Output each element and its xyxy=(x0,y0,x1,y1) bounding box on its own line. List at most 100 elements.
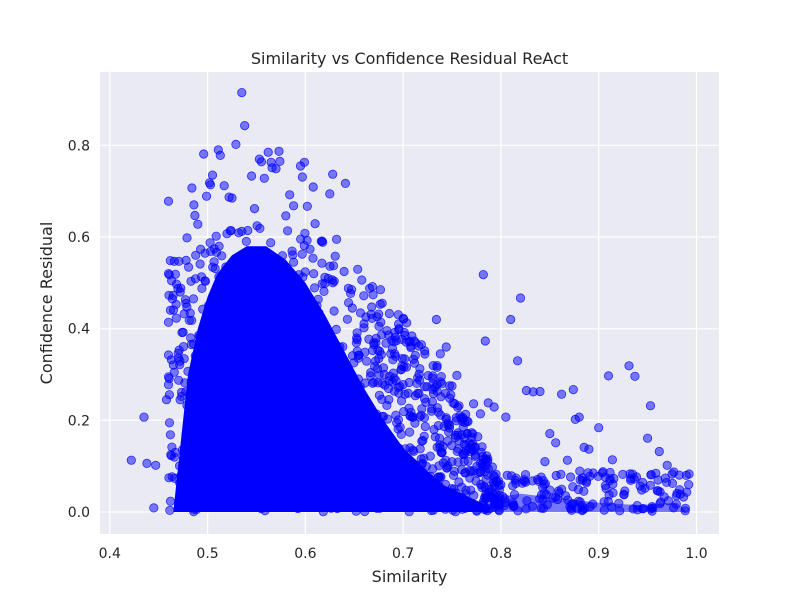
cloud-point xyxy=(218,383,228,393)
data-point xyxy=(163,196,174,206)
cloud-point xyxy=(498,491,508,502)
cloud-point xyxy=(260,484,270,494)
data-point xyxy=(441,342,451,352)
cloud-point xyxy=(313,486,323,497)
cloud-point xyxy=(398,462,409,472)
cloud-point xyxy=(395,422,405,432)
data-point xyxy=(512,356,523,366)
data-point xyxy=(142,458,152,468)
cloud-point xyxy=(412,373,423,383)
cloud-point xyxy=(565,472,576,482)
cloud-point xyxy=(336,452,346,462)
cloud-point xyxy=(318,385,329,396)
cloud-point xyxy=(319,286,329,296)
data-point xyxy=(181,255,191,265)
cloud-point xyxy=(245,458,255,469)
cloud-point xyxy=(190,423,200,433)
cloud-point xyxy=(165,505,175,515)
cloud-point xyxy=(539,488,549,498)
data-point xyxy=(274,146,284,156)
cloud-point xyxy=(216,408,227,418)
cloud-point xyxy=(188,294,199,304)
cloud-point xyxy=(289,284,299,294)
cloud-point xyxy=(227,376,237,387)
x-tick-label: 0.6 xyxy=(294,546,316,562)
cloud-point xyxy=(542,500,552,510)
cloud-point xyxy=(334,351,344,361)
data-point xyxy=(667,469,677,479)
cloud-point xyxy=(575,466,585,476)
data-point xyxy=(603,371,614,381)
cloud-point xyxy=(298,426,308,437)
cloud-point xyxy=(334,463,345,474)
cloud-point xyxy=(298,338,308,348)
y-tick-label: 0.8 xyxy=(68,138,90,154)
cloud-point xyxy=(357,275,367,285)
cloud-point xyxy=(266,238,276,248)
cloud-point xyxy=(321,426,331,436)
cloud-point xyxy=(195,259,205,269)
cloud-point xyxy=(360,347,370,357)
data-point xyxy=(249,204,260,214)
data-point xyxy=(369,338,379,348)
data-point xyxy=(299,157,309,167)
cloud-point xyxy=(399,406,409,417)
cloud-point xyxy=(376,330,387,340)
cloud-point xyxy=(363,499,374,509)
cloud-point xyxy=(296,234,306,244)
cloud-point xyxy=(210,434,220,444)
cloud-point xyxy=(286,295,297,305)
cloud-point xyxy=(409,446,419,456)
cloud-point xyxy=(432,386,442,396)
cloud-point xyxy=(311,463,321,473)
cloud-point xyxy=(632,500,642,511)
cloud-point xyxy=(329,375,339,385)
data-point xyxy=(461,409,471,419)
cloud-point xyxy=(485,504,495,514)
cloud-point xyxy=(509,489,520,500)
cloud-point xyxy=(255,259,265,269)
cloud-point xyxy=(312,430,322,441)
cloud-point xyxy=(461,485,471,495)
data-point xyxy=(427,373,438,383)
cloud-point xyxy=(655,487,665,497)
cloud-point xyxy=(191,250,201,260)
cloud-point xyxy=(568,482,578,492)
cloud-point xyxy=(381,338,391,348)
cloud-point xyxy=(241,388,252,398)
cloud-point xyxy=(470,443,480,453)
cloud-point xyxy=(347,481,357,491)
data-point xyxy=(231,139,241,149)
cloud-point xyxy=(245,297,255,307)
cloud-point xyxy=(362,483,372,493)
cloud-point xyxy=(163,317,174,327)
data-point xyxy=(568,384,578,395)
cloud-point xyxy=(357,448,367,458)
data-point xyxy=(343,283,353,293)
cloud-point xyxy=(211,231,221,241)
cloud-point xyxy=(361,356,372,366)
cloud-point xyxy=(292,313,302,323)
cloud-point xyxy=(211,390,221,400)
cloud-point xyxy=(194,475,204,485)
cloud-point xyxy=(551,470,561,481)
cloud-point xyxy=(312,354,322,364)
cloud-point xyxy=(410,350,420,361)
cloud-point xyxy=(201,365,211,376)
cloud-point xyxy=(184,400,194,410)
cloud-point xyxy=(231,497,241,508)
cloud-point xyxy=(232,274,242,284)
data-point xyxy=(169,367,179,377)
cloud-point xyxy=(420,421,430,432)
data-point xyxy=(468,399,479,409)
y-tick-label: 0.6 xyxy=(68,230,90,246)
cloud-point xyxy=(297,289,307,299)
data-point xyxy=(149,503,159,513)
cloud-point xyxy=(241,236,251,246)
cloud-point xyxy=(396,365,406,375)
cloud-point xyxy=(208,473,219,484)
cloud-point xyxy=(419,431,429,441)
cloud-point xyxy=(410,493,420,503)
data-point xyxy=(308,182,318,192)
cloud-point xyxy=(341,387,351,398)
